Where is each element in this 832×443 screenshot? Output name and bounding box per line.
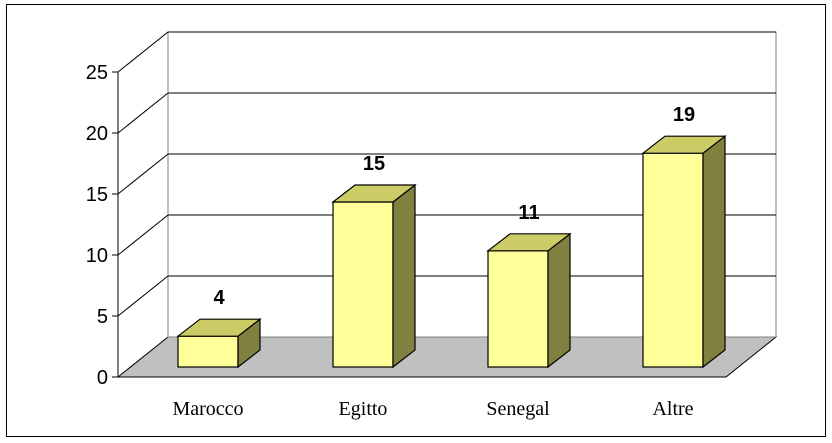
bar <box>331 183 417 369</box>
y-tick-label: 10 <box>86 245 108 267</box>
bar-top <box>641 135 727 154</box>
gridline-side <box>117 92 169 134</box>
gridline-side <box>117 153 169 195</box>
bar <box>176 317 262 369</box>
category-label: Altre <box>652 398 693 420</box>
bar <box>641 134 727 369</box>
category-label: Egitto <box>339 398 388 420</box>
y-axis-ticks: 0 5 10 15 20 25 <box>86 62 118 389</box>
y-tick-label: 0 <box>97 367 108 389</box>
bars <box>176 134 727 369</box>
bar-front <box>487 250 549 368</box>
data-label: 4 <box>213 287 225 309</box>
gridline-side <box>117 275 169 317</box>
y-tick-label: 20 <box>86 123 108 145</box>
y-tick-label: 5 <box>97 306 108 328</box>
gridline-side <box>117 31 169 73</box>
bar <box>486 232 572 369</box>
y-tick-label: 15 <box>86 184 108 206</box>
category-label: Senegal <box>486 398 550 420</box>
bar-top <box>486 233 572 252</box>
data-label: 11 <box>518 202 539 224</box>
labels: 4 Marocco 15 Egitto 11 Senegal 19 Altre <box>172 104 695 420</box>
bar-side <box>547 232 571 369</box>
bar-front <box>642 152 704 368</box>
category-label: Marocco <box>172 398 243 420</box>
gridline-side <box>117 214 169 256</box>
bar-top <box>331 184 417 203</box>
bar-front <box>177 335 239 368</box>
bar-side <box>392 183 416 369</box>
bar-side <box>702 134 726 369</box>
data-label: 19 <box>673 104 695 126</box>
bar-top <box>176 318 262 337</box>
y-tick-label: 25 <box>86 62 108 84</box>
data-label: 15 <box>363 153 385 175</box>
bar-front <box>332 201 394 368</box>
